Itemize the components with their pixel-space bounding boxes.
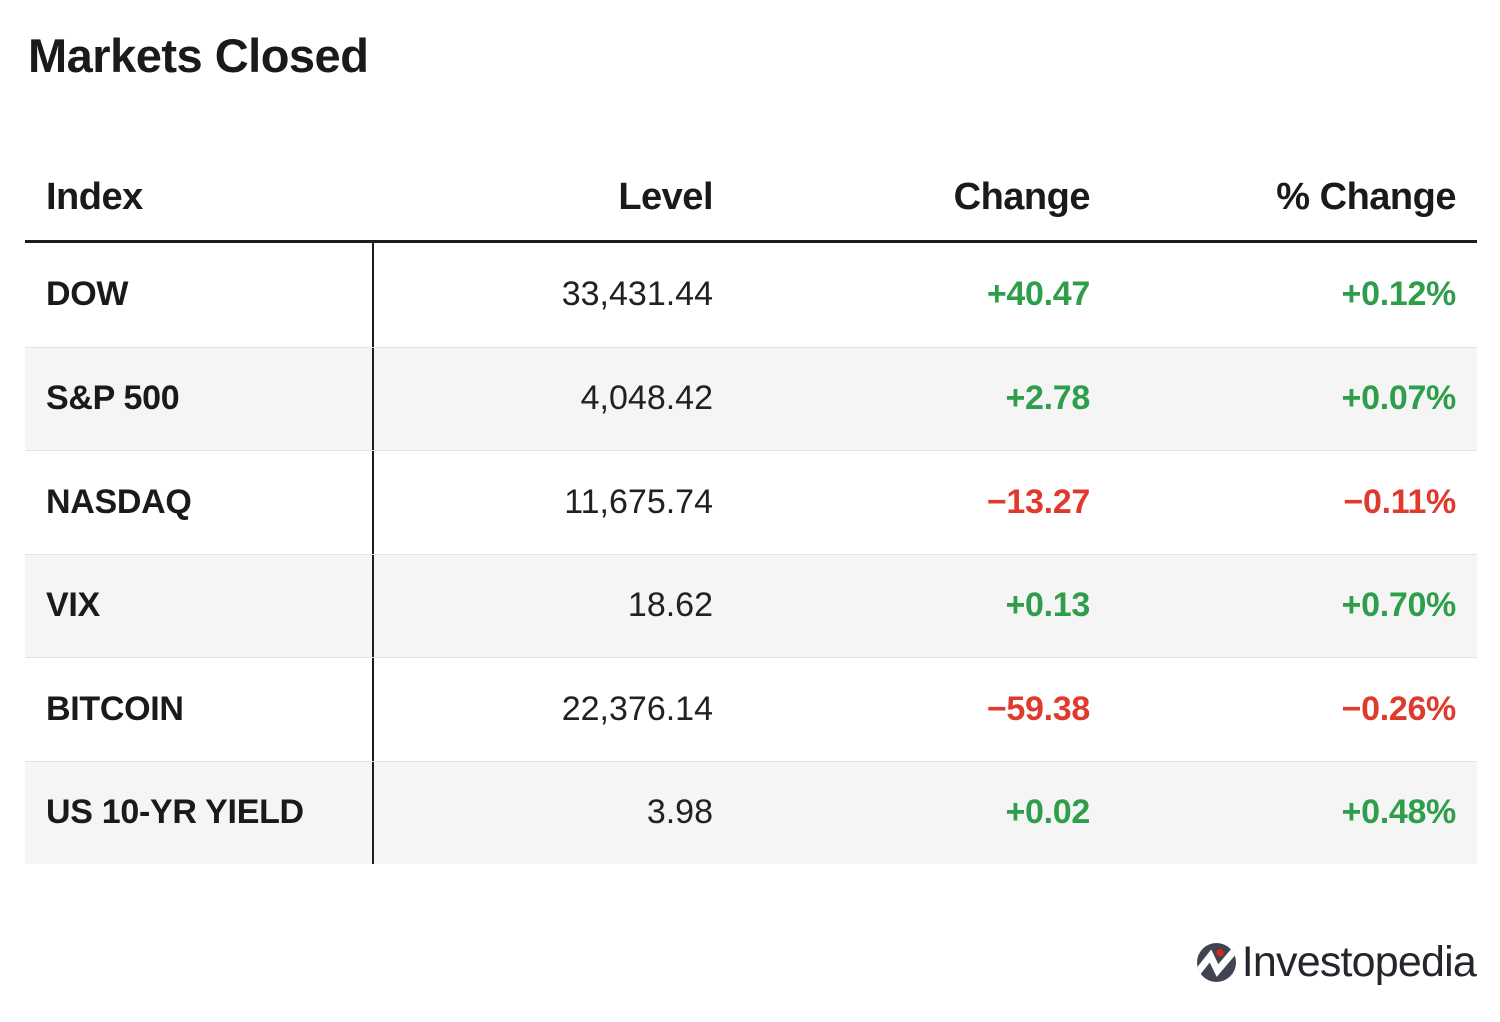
table-row-nasdaq: NASDAQ 11,675.74 −13.27 −0.11% [25,450,1477,554]
table-header-row: Index Level Change % Change [25,155,1477,243]
index-cell: VIX [25,554,374,657]
table-row-sp500: S&P 500 4,048.42 +2.78 +0.07% [25,346,1477,450]
index-cell: US 10-YR YIELD [25,761,374,864]
index-cell: NASDAQ [25,451,374,554]
level-cell: 4,048.42 [580,379,713,418]
table-row-vix: VIX 18.62 +0.13 +0.70% [25,553,1477,657]
table-row-dow: DOW 33,431.44 +40.47 +0.12% [25,243,1477,347]
markets-table: Index Level Change % Change DOW 33,431.4… [25,155,1477,864]
index-cell: DOW [25,243,374,347]
pct-change-cell: +0.12% [1341,275,1457,314]
change-cell: −13.27 [986,482,1090,521]
table-row-us10yr: US 10-YR YIELD 3.98 +0.02 +0.48% [25,760,1477,864]
index-cell: BITCOIN [25,658,374,761]
level-cell: 11,675.74 [564,482,713,521]
index-cell: S&P 500 [25,347,374,450]
change-cell: +40.47 [986,275,1090,314]
pct-change-cell: −0.26% [1341,689,1457,728]
change-cell: +2.78 [1005,379,1090,418]
column-header-level: Level [618,176,713,218]
investopedia-wordmark: Investopedia [1241,938,1477,986]
table-body: DOW 33,431.44 +40.47 +0.12% S&P 500 4,04… [25,243,1477,864]
change-cell: −59.38 [986,689,1090,728]
column-header-index: Index [46,176,143,218]
level-cell: 22,376.14 [561,689,713,728]
column-header-change: Change [953,176,1091,218]
pct-change-cell: +0.07% [1341,379,1457,418]
investopedia-logo: Investopedia [1196,938,1477,986]
page-title: Markets Closed [28,29,369,82]
change-cell: +0.13 [1005,586,1090,625]
change-cell: +0.02 [1005,793,1090,832]
investopedia-logo-icon [1196,943,1236,982]
level-cell: 3.98 [646,793,713,832]
pct-change-cell: +0.70% [1341,586,1457,625]
level-cell: 18.62 [627,586,713,625]
level-cell: 33,431.44 [561,275,713,314]
table-row-bitcoin: BITCOIN 22,376.14 −59.38 −0.26% [25,657,1477,761]
pct-change-cell: +0.48% [1341,793,1457,832]
column-header-pct-change: % Change [1276,176,1456,218]
pct-change-cell: −0.11% [1343,482,1456,521]
